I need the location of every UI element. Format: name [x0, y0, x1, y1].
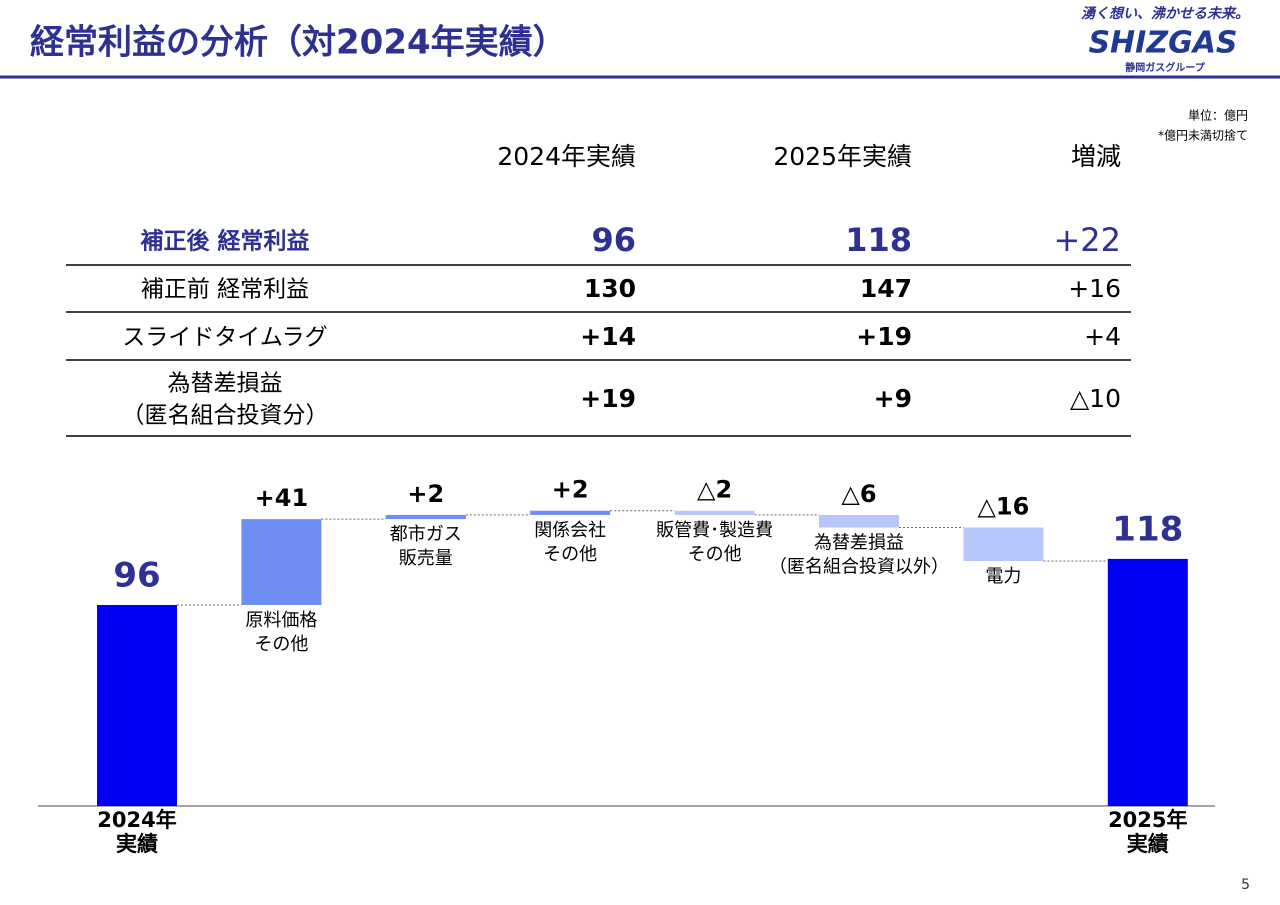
category-label: 販管費･製造費 [656, 520, 773, 541]
bar [97, 604, 177, 806]
cell-value: +19 [856, 322, 912, 351]
row-label: （匿名組合投資分） [122, 403, 329, 429]
cell-value: 147 [860, 274, 912, 303]
cell-value: +9 [874, 384, 912, 413]
row-label: 補正前 経常利益 [141, 277, 309, 303]
category-label: その他 [543, 544, 597, 565]
row-label: 補正後 経常利益 [139, 228, 309, 255]
unit-note: 単位：億円 [1188, 108, 1248, 123]
value-label: △2 [697, 476, 732, 504]
cell-value: △10 [1070, 384, 1121, 413]
column-header: 2025年実績 [773, 142, 912, 171]
category-label: その他 [254, 634, 308, 655]
category-label: 実績 [116, 832, 158, 856]
row-label: 為替差損益 [168, 371, 283, 397]
value-label: △16 [977, 492, 1029, 520]
bar [385, 514, 466, 520]
category-label: 販売量 [399, 548, 453, 569]
category-label: 2024年 [97, 808, 176, 832]
cell-value: +16 [1068, 274, 1121, 303]
cell-value: +19 [580, 384, 636, 413]
column-header: 2024年実績 [497, 142, 636, 171]
bar [530, 510, 611, 515]
rounding-note: *億円未満切捨て [1158, 128, 1248, 143]
category-label: 2025年 [1108, 808, 1187, 832]
value-label: 96 [113, 555, 160, 595]
category-label: 実績 [1127, 832, 1169, 856]
value-label: △6 [841, 480, 876, 508]
page-number: 5 [1241, 877, 1250, 893]
cell-value: +14 [580, 322, 636, 351]
category-label: 関係会社 [534, 520, 606, 541]
value-label: +2 [407, 480, 444, 508]
category-label: その他 [688, 544, 742, 565]
category-label: 原料価格 [245, 610, 317, 631]
cell-value: 96 [591, 221, 636, 259]
row-label: スライドタイムラグ [122, 325, 327, 351]
cell-value: +22 [1053, 221, 1121, 259]
category-label: 電力 [985, 566, 1021, 587]
logo: SHIZGAS [1088, 26, 1237, 61]
logo-tagline: 湧く想い、沸かせる未来。 [1081, 5, 1249, 22]
slide-title: 経常利益の分析（対2024年実績） [30, 23, 567, 63]
category-label: 為替差損益 [814, 532, 904, 553]
bar [1107, 558, 1188, 806]
bar [674, 510, 755, 515]
bar [963, 527, 1044, 562]
logo-group: 静岡ガスグループ [1125, 61, 1205, 74]
bar [819, 514, 899, 528]
value-label: 118 [1112, 509, 1183, 549]
cell-value: 130 [584, 274, 636, 303]
category-label: （匿名組合投資以外） [769, 556, 949, 577]
category-label: 都市ガス [390, 524, 462, 545]
value-label: +2 [552, 476, 589, 504]
bar [241, 519, 322, 605]
cell-value: 118 [845, 221, 912, 259]
cell-value: +4 [1084, 322, 1121, 351]
value-label: +41 [255, 484, 309, 512]
column-header: 増減 [1071, 142, 1121, 171]
